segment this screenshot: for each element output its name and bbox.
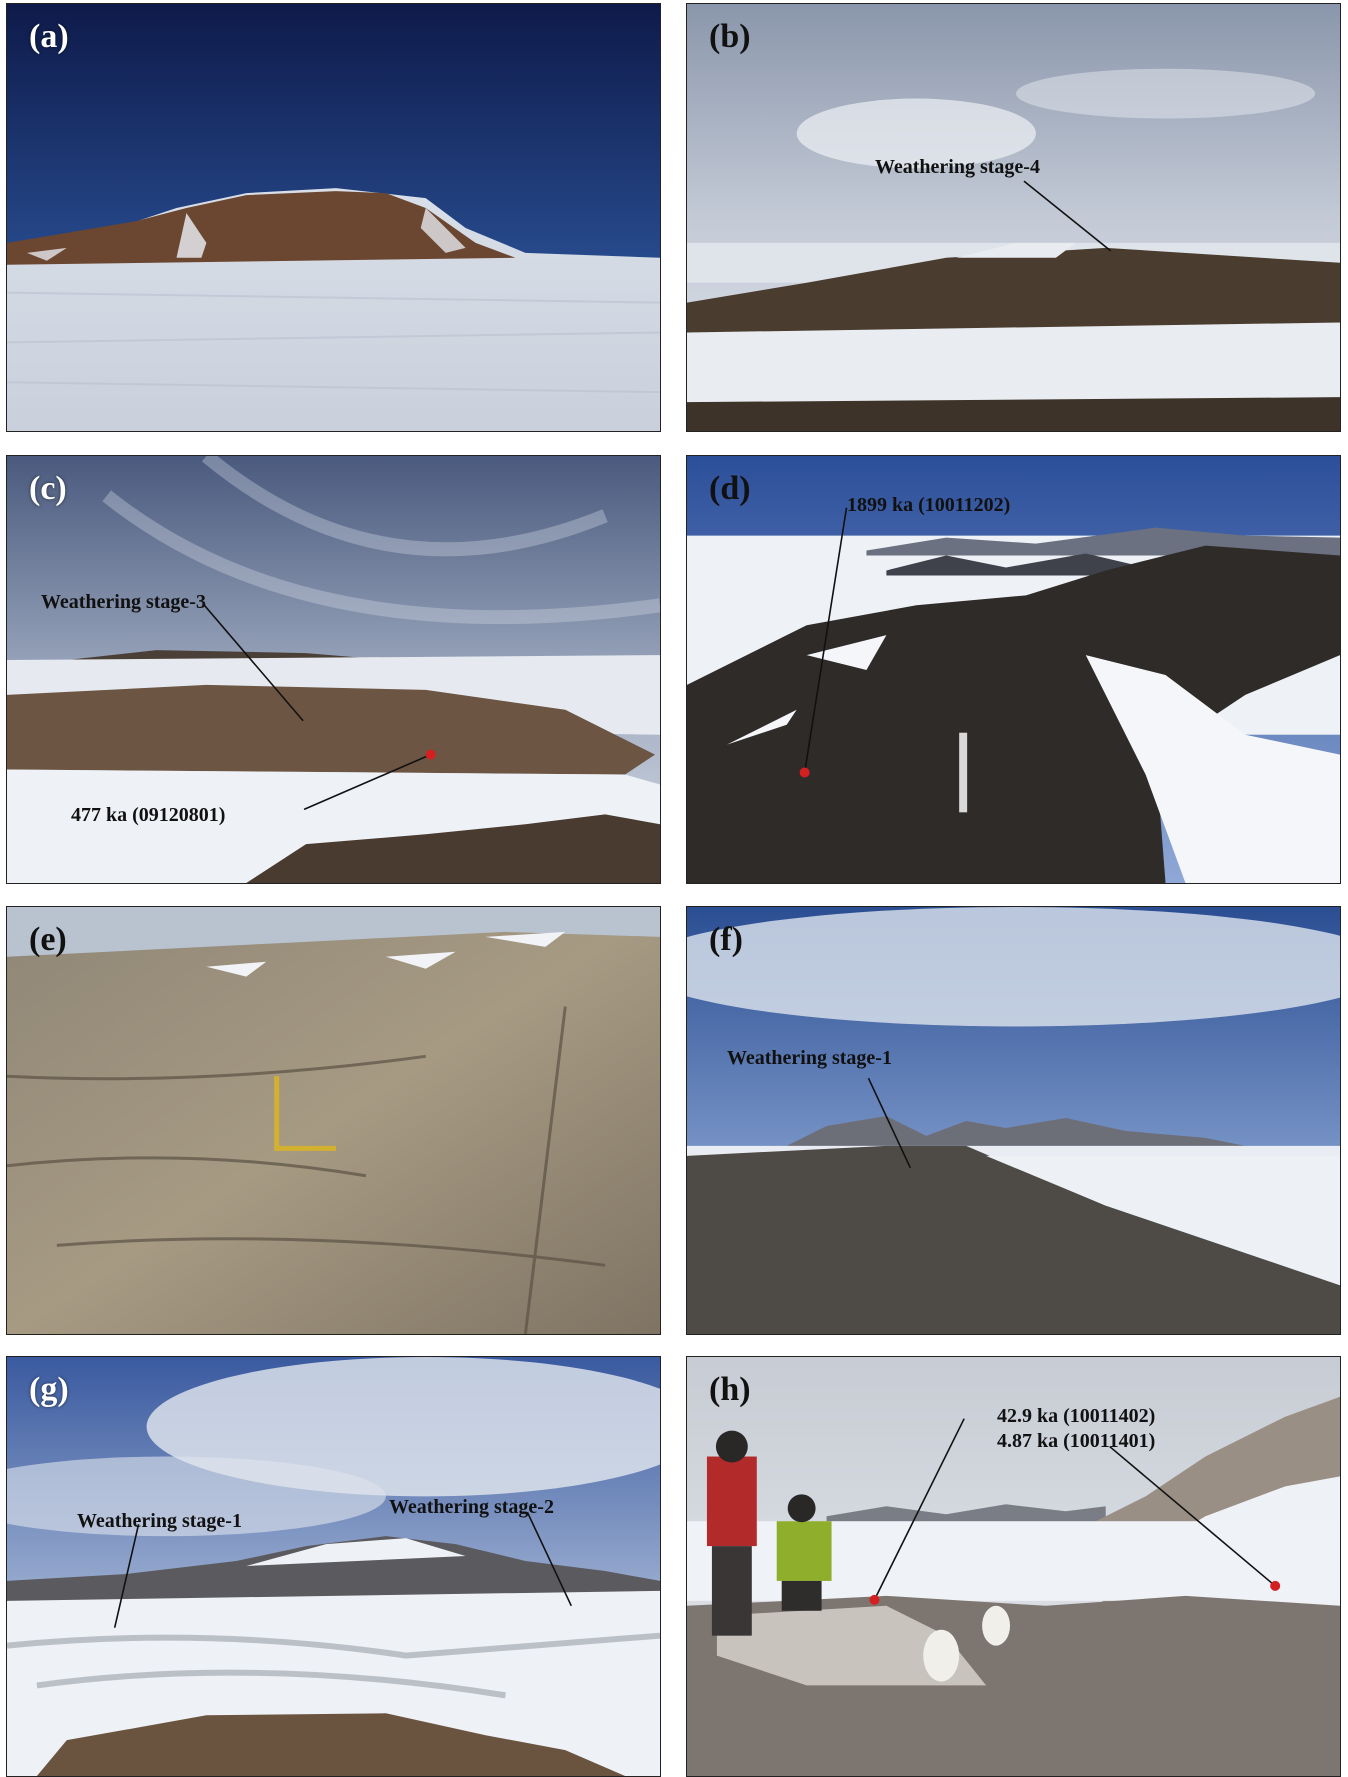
photo-panel-c: (c) Weathering stage-3 477 ka (09120801) <box>6 455 661 884</box>
photo-panel-f: (f) Weathering stage-1 <box>686 906 1341 1335</box>
photo-panel-a: (a) <box>6 3 661 432</box>
annotation-weathering-stage-4: Weathering stage-4 <box>875 156 1040 178</box>
photo-panel-g: (g) Weathering stage-1 Weathering stage-… <box>6 1356 661 1777</box>
photo-panel-b: (b) Weathering stage-4 <box>686 3 1341 432</box>
panel-e-image <box>7 907 660 1334</box>
panel-label-b: (b) <box>709 18 751 55</box>
panel-label-c: (c) <box>29 470 67 507</box>
panel-label-f: (f) <box>709 921 743 958</box>
annotation-weathering-stage-1: Weathering stage-1 <box>727 1047 892 1069</box>
photo-panel-h: (h) 42.9 ka (10011402) 4.87 ka (10011401… <box>686 1356 1341 1777</box>
panel-label-g: (g) <box>29 1371 69 1408</box>
panel-label-h: (h) <box>709 1371 751 1408</box>
panel-c-image <box>7 456 660 883</box>
panel-a-image <box>7 4 660 431</box>
annotation-weathering-stage-2: Weathering stage-2 <box>389 1496 554 1518</box>
photo-panel-e: (e) <box>6 906 661 1335</box>
annotation-sample-4-87ka: 4.87 ka (10011401) <box>997 1430 1156 1452</box>
annotation-weathering-stage-3: Weathering stage-3 <box>41 591 206 613</box>
photo-panel-d: (d) 1899 ka (10011202) <box>686 455 1341 884</box>
annotation-sample-477ka: 477 ka (09120801) <box>71 804 226 826</box>
panel-b-image <box>687 4 1340 431</box>
annotation-weathering-stage-1-g: Weathering stage-1 <box>77 1510 242 1532</box>
panel-f-image <box>687 907 1340 1334</box>
panel-label-e: (e) <box>29 921 67 958</box>
annotation-sample-42-9ka: 42.9 ka (10011402) <box>997 1405 1156 1427</box>
panel-d-image <box>687 456 1340 883</box>
annotation-sample-1899ka: 1899 ka (10011202) <box>847 494 1011 516</box>
panel-g-image <box>7 1357 660 1776</box>
panel-label-a: (a) <box>29 18 69 55</box>
panel-label-d: (d) <box>709 470 751 507</box>
